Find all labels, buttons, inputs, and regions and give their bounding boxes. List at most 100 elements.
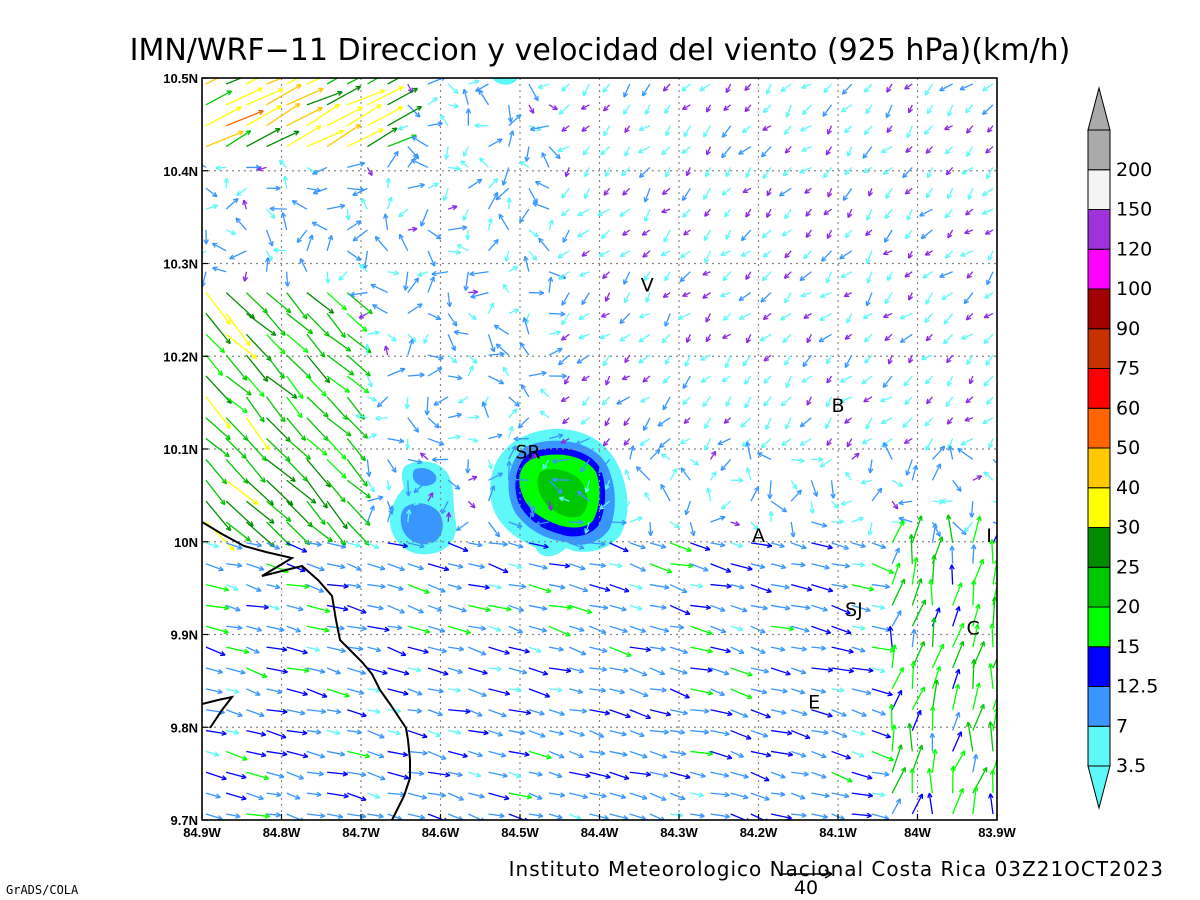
colorbar-label: 25 — [1116, 556, 1140, 578]
wind-vector — [629, 516, 643, 523]
wind-vector — [589, 771, 611, 780]
wind-vector — [447, 412, 462, 419]
wind-vector — [891, 744, 903, 773]
wind-vector — [831, 542, 850, 550]
wind-vector — [925, 187, 934, 199]
wind-vector — [548, 750, 565, 759]
wind-vector — [508, 408, 518, 419]
wind-vector — [549, 373, 567, 379]
wind-vector — [851, 561, 866, 568]
wind-vector — [831, 687, 845, 693]
wind-vector — [589, 666, 608, 672]
wind-vector — [326, 106, 364, 127]
wind-vector — [905, 459, 913, 476]
wind-vector — [528, 709, 545, 716]
wind-vector — [508, 646, 530, 654]
wind-vector — [367, 495, 384, 502]
colorbar-label: 100 — [1116, 278, 1152, 300]
wind-vector — [665, 354, 671, 365]
wind-vector — [286, 312, 314, 335]
wind-vector — [376, 396, 389, 408]
wind-vector — [661, 333, 671, 344]
wind-vector — [609, 519, 627, 526]
wind-vector — [528, 771, 543, 777]
wind-vector — [831, 771, 853, 783]
wind-vector — [246, 750, 267, 758]
colorbar-label: 7 — [1116, 715, 1128, 737]
wind-vector — [982, 417, 994, 425]
wind-vector — [661, 187, 671, 196]
wind-vector — [205, 130, 244, 148]
wind-vector — [326, 500, 348, 530]
wind-vector — [669, 604, 691, 616]
wind-vector — [581, 292, 590, 306]
wind-vector — [931, 643, 945, 669]
wind-vector — [306, 500, 326, 526]
wind-vector — [205, 417, 231, 441]
wind-vector — [645, 292, 651, 303]
wind-vector — [562, 417, 570, 425]
wind-vector — [427, 563, 450, 572]
wind-vector — [225, 313, 251, 347]
wind-vector — [448, 225, 468, 231]
wind-vector — [944, 146, 954, 155]
wind-vector — [840, 500, 852, 506]
wind-vector — [926, 167, 934, 179]
wind-vector — [730, 709, 749, 718]
wind-vector — [811, 792, 830, 799]
wind-vector — [306, 708, 327, 715]
wind-vector — [904, 187, 913, 195]
wind-vector — [407, 277, 420, 293]
wind-vector — [246, 563, 265, 572]
wind-vector — [446, 292, 453, 308]
wind-vector — [346, 354, 371, 377]
wind-vector — [387, 542, 409, 549]
wind-vector — [882, 250, 893, 256]
wind-vector — [809, 501, 815, 514]
wind-vector — [811, 813, 829, 820]
wind-vector — [844, 125, 853, 134]
wind-vector — [738, 292, 752, 302]
wind-vector — [367, 729, 385, 739]
wind-vector — [427, 276, 435, 293]
wind-vector — [513, 436, 529, 442]
wind-vector — [649, 448, 661, 460]
wind-vector — [551, 458, 570, 464]
wind-vector — [742, 354, 752, 367]
wind-vector — [952, 582, 963, 606]
wind-vector — [225, 109, 264, 127]
wind-vector — [427, 367, 443, 377]
wind-vector — [987, 125, 994, 133]
wind-vector — [562, 229, 570, 243]
wind-vector — [548, 347, 563, 356]
wind-vector — [468, 414, 480, 421]
wind-vector — [799, 417, 812, 428]
wind-vector — [840, 271, 853, 279]
wind-vector — [387, 604, 405, 614]
wind-vector — [891, 766, 906, 794]
wind-vector — [831, 709, 847, 717]
wind-vector — [387, 78, 401, 85]
wind-vector — [235, 217, 247, 231]
wind-vector — [919, 208, 933, 217]
wind-vector — [750, 625, 766, 634]
wind-vector — [682, 291, 691, 297]
wind-vector — [226, 667, 246, 675]
colorbar-label: 15 — [1116, 636, 1140, 658]
wind-vector — [871, 771, 890, 777]
wind-vector — [831, 625, 852, 635]
wind-vector — [366, 505, 375, 523]
wind-vector — [750, 542, 773, 549]
wind-vector — [347, 750, 371, 759]
wind-vector — [374, 235, 389, 252]
wind-vector — [306, 541, 322, 547]
wind-vector — [778, 187, 792, 197]
wind-vector — [508, 542, 524, 549]
wind-vector — [266, 102, 301, 127]
wind-vector — [306, 90, 343, 106]
wind-vector — [801, 145, 812, 152]
wind-vector — [905, 146, 913, 154]
wind-vector — [972, 682, 981, 710]
wind-vector — [845, 471, 853, 481]
wind-vector — [844, 333, 853, 340]
